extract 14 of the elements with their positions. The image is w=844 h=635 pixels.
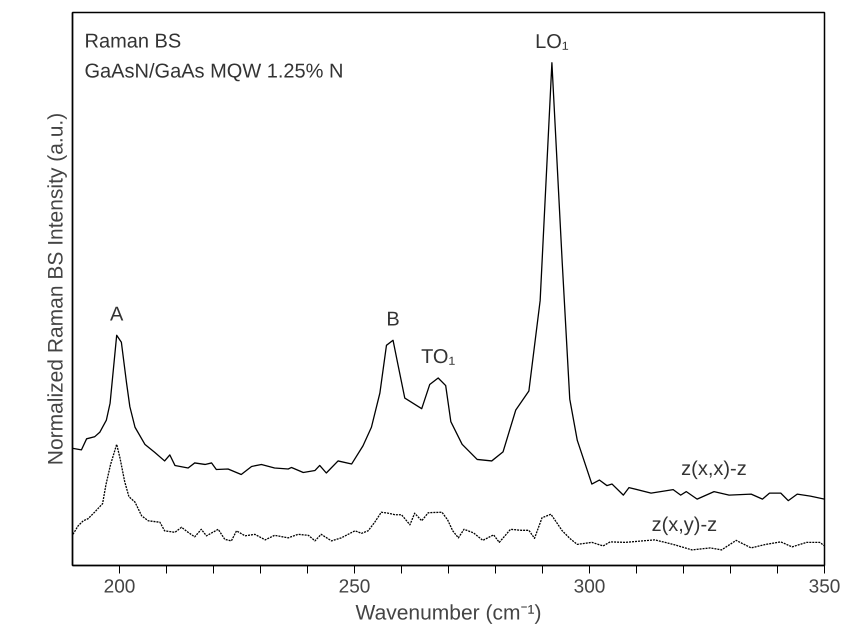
text: Raman BS: [84, 30, 182, 52]
annotation: A: [110, 303, 124, 326]
x-tick-label: 300: [574, 576, 606, 598]
series-label: z(x,x)-z: [681, 458, 747, 480]
annotation: TO₁: [421, 346, 456, 368]
annotation: GaAsN/GaAs MQW 1.25% N: [84, 60, 344, 82]
annotation: LO₁: [535, 30, 569, 53]
annotation: B: [386, 308, 400, 330]
x-tick-label: 250: [338, 576, 370, 598]
series-label: z(x,y)-z: [652, 514, 718, 536]
x-tick-label: 350: [808, 576, 840, 598]
x-axis-title: Wavenumber (cm⁻¹): [356, 602, 542, 624]
x-tick-label: 200: [104, 576, 136, 598]
y-axis-title: Normalized Raman BS Intensity (a.u.): [44, 112, 68, 466]
